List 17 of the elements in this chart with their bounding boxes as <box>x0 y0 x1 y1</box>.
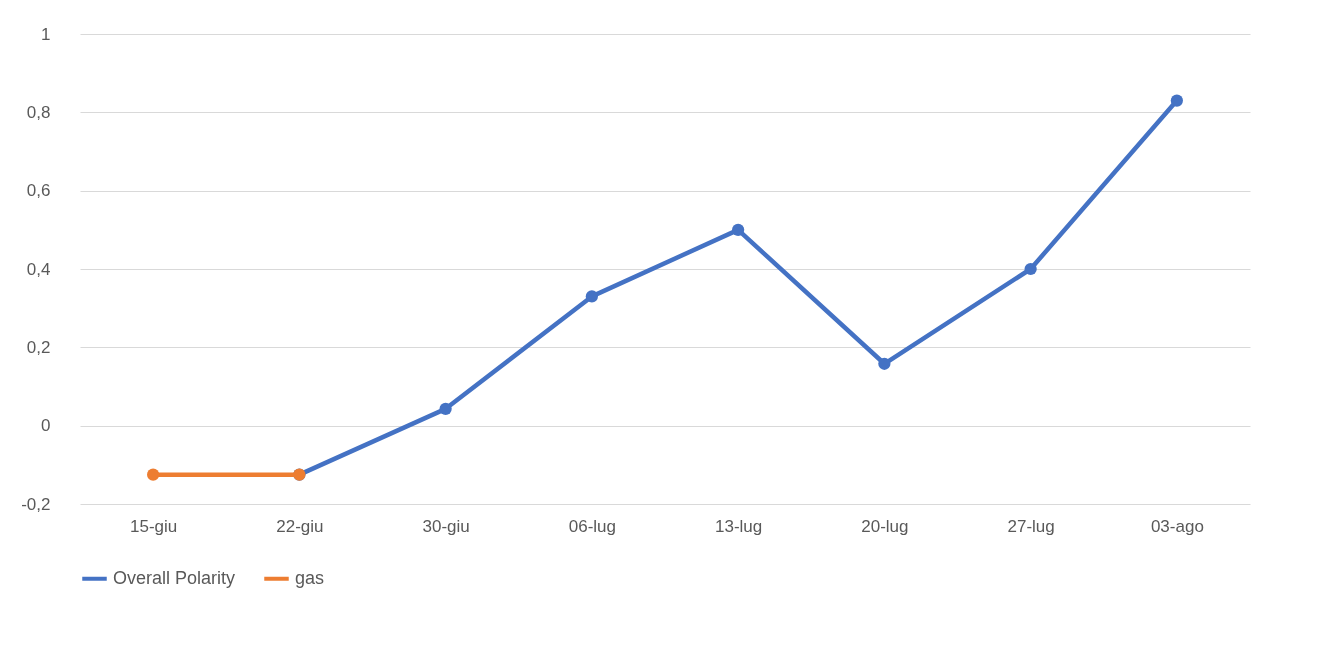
x-tick-label: 20-lug <box>861 516 909 536</box>
x-tick-label: 06-lug <box>568 516 617 536</box>
y-tick-label: 0,8 <box>26 102 51 122</box>
y-tick-label: 0 <box>41 416 51 436</box>
y-tick-label: 1 <box>41 24 51 44</box>
legend-label: gas <box>295 567 325 588</box>
y-tick-label: 0,6 <box>26 181 51 201</box>
y-tick-label: 0,2 <box>26 337 51 357</box>
x-tick-label: 22-giu <box>276 516 324 536</box>
x-tick-label: 03-ago <box>1150 516 1204 536</box>
x-tick-label: 15-giu <box>129 516 178 536</box>
y-tick-label: 0,4 <box>26 259 51 279</box>
x-tick-label: 27-lug <box>1007 516 1055 536</box>
y-tick-label: -0,2 <box>21 494 51 514</box>
legend-label: Overall Polarity <box>113 567 236 588</box>
x-tick-label: 13-lug <box>714 516 763 536</box>
x-tick-label: 30-giu <box>422 516 470 536</box>
